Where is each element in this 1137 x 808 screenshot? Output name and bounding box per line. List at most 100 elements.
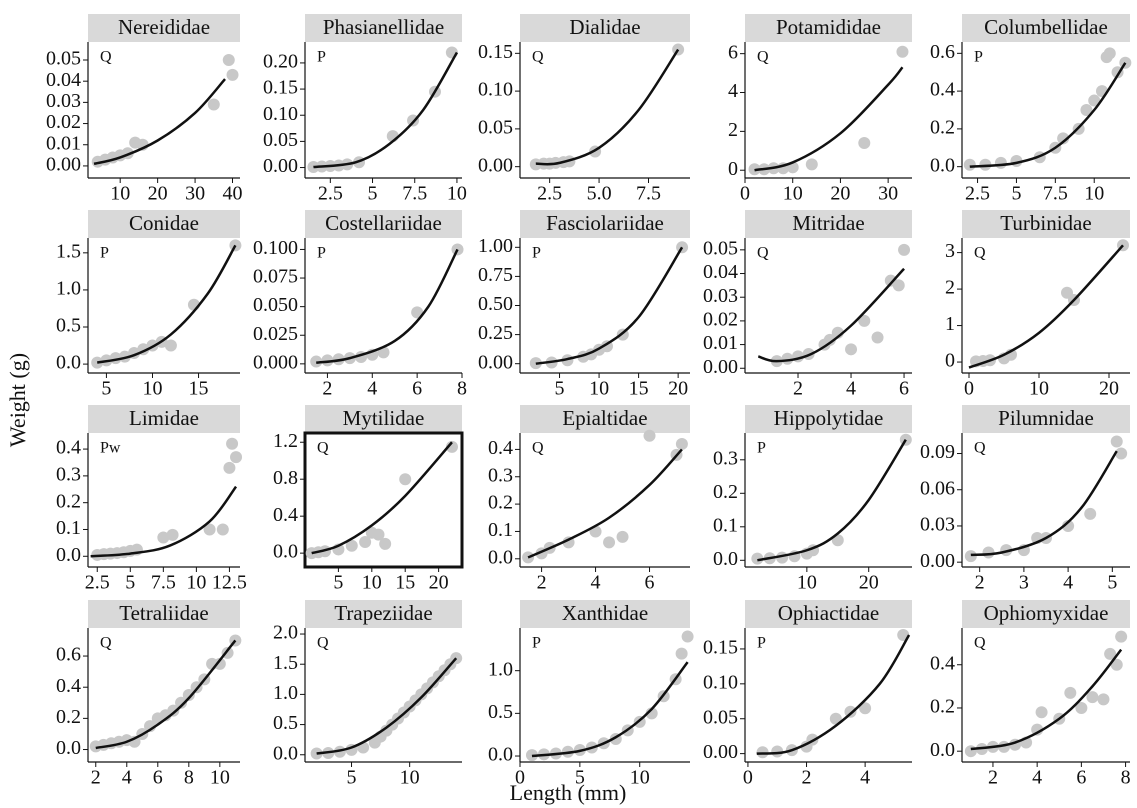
y-tick-label: 0.05 (263, 129, 298, 151)
model-label: Q (974, 635, 986, 652)
x-tick-label: 10 (362, 572, 382, 594)
data-point (230, 451, 243, 464)
data-point (603, 536, 616, 549)
data-point (1104, 647, 1117, 660)
y-tick-label: 1.5 (273, 652, 298, 674)
strip (962, 14, 1130, 42)
data-point (222, 54, 235, 67)
x-tick-label: 7.5 (402, 183, 427, 205)
data-point (892, 279, 905, 292)
x-tick-label: 30 (878, 183, 898, 205)
data-point (226, 437, 239, 450)
strip (962, 210, 1130, 238)
strip (745, 14, 912, 42)
data-point (896, 45, 909, 58)
strip (305, 210, 462, 238)
x-tick-label: 5 (101, 378, 111, 400)
x-tick-label: 6 (412, 378, 422, 400)
y-tick-label: 0.4 (930, 652, 955, 674)
strip (962, 405, 1130, 433)
data-point (1064, 686, 1077, 699)
strip (305, 405, 462, 433)
fit-curve (90, 485, 238, 558)
x-tick-label: 5 (1107, 572, 1117, 594)
model-label: Q (974, 245, 986, 262)
x-tick-label: 4 (122, 767, 132, 789)
x-tick-label: 2.5 (537, 183, 562, 205)
data-point (216, 523, 229, 536)
data-point (1088, 94, 1101, 107)
y-tick-label: 1.0 (488, 658, 513, 680)
fit-curve (316, 657, 458, 755)
data-point (845, 343, 858, 356)
y-tick-label: 6 (728, 41, 738, 63)
x-tick-label: 15 (189, 378, 209, 400)
y-tick-label: 0.1 (56, 517, 81, 539)
x-tick-label: 4 (367, 378, 377, 400)
data-point (844, 705, 857, 718)
x-tick-label: 5 (368, 183, 378, 205)
panel-title: Tetraliidae (119, 601, 208, 625)
y-tick-label: 0.04 (46, 69, 81, 91)
data-point (858, 314, 871, 327)
y-tick-label: 0.2 (930, 116, 955, 138)
y-tick-label: 0.03 (46, 90, 81, 112)
model-label: P (757, 635, 766, 652)
data-point (1035, 706, 1048, 719)
fit-curve (316, 248, 459, 364)
y-tick-label: 0.06 (920, 477, 955, 499)
panel-title: Conidae (129, 211, 199, 235)
x-tick-label: 2.5 (318, 183, 343, 205)
data-point (1057, 132, 1070, 145)
x-tick-label: 10 (783, 183, 803, 205)
y-tick-label: 1 (945, 313, 955, 335)
panel-title: Potamididae (776, 15, 881, 39)
y-tick-label: 4 (728, 80, 738, 102)
y-tick-label: 0.4 (930, 79, 955, 101)
data-point (859, 702, 872, 715)
y-tick-label: 0.10 (263, 103, 298, 125)
panel-title: Phasianellidae (323, 15, 444, 39)
y-tick-label: 0.0 (488, 744, 513, 766)
data-point (681, 630, 694, 643)
panel-title: Trapeziidae (334, 601, 432, 625)
x-tick-label: 15 (629, 378, 649, 400)
x-tick-label: 8 (184, 767, 194, 789)
x-tick-label: 10 (589, 378, 609, 400)
x-tick-label: 40 (223, 183, 243, 205)
y-tick-label: 0.15 (263, 77, 298, 99)
data-point (1097, 693, 1110, 706)
x-tick-label: 7.5 (151, 572, 176, 594)
x-tick-label: 2.5 (85, 572, 110, 594)
y-tick-label: 1.0 (56, 278, 81, 300)
x-tick-label: 6 (645, 572, 655, 594)
data-point (1031, 723, 1044, 736)
y-tick-label: 0.0 (930, 739, 955, 761)
panel-title: Costellariidae (325, 211, 442, 235)
data-point (167, 704, 180, 717)
panel-title: Columbellidae (984, 15, 1108, 39)
model-label: Q (757, 245, 769, 262)
data-point (645, 707, 658, 720)
fit-curve (95, 639, 237, 750)
x-tick-label: 7.5 (1043, 183, 1068, 205)
model-label: Q (757, 49, 769, 66)
y-tick-label: 0.05 (703, 237, 738, 259)
y-tick-label: 0.05 (478, 116, 513, 138)
model-label: Q (974, 440, 986, 457)
y-tick-label: 0.0 (56, 352, 81, 374)
x-tick-label: 0 (740, 183, 750, 205)
y-tick-label: 0.1 (713, 514, 738, 536)
model-label: Pw (100, 440, 121, 457)
data-point (982, 546, 995, 559)
data-point (166, 528, 179, 541)
data-point (1084, 507, 1097, 520)
strip (88, 405, 240, 433)
x-tick-label: 7.5 (636, 183, 661, 205)
data-point (616, 530, 629, 543)
fit-curve (970, 450, 1118, 557)
fit-curve (93, 78, 226, 166)
y-tick-label: 0.0 (273, 541, 298, 563)
y-tick-label: 2.0 (273, 622, 298, 644)
